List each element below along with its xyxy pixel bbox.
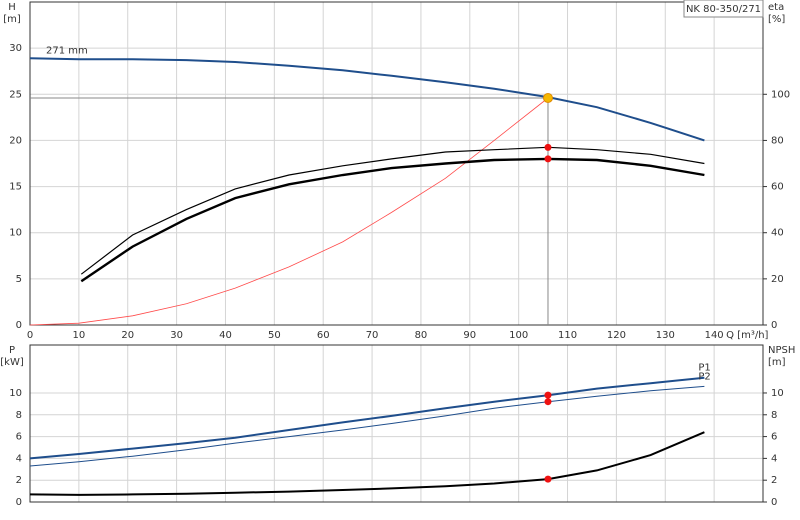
y2-tick-label: 80 (771, 135, 784, 146)
y2-tick-label: 8 (771, 410, 777, 421)
y2-tick-label: 4 (771, 453, 777, 464)
y-tick-label: 10 (9, 388, 22, 399)
y-tick-label: 2 (16, 475, 22, 486)
curve (29, 97, 549, 326)
y-tick-label: 5 (16, 274, 22, 285)
duty-point (544, 155, 552, 163)
x-tick-label: 110 (558, 330, 577, 341)
x-tick-label: 70 (366, 330, 379, 341)
y2-axis-unit: [%] (768, 14, 785, 25)
x-tick-label: 10 (72, 330, 85, 341)
plot-area (30, 2, 763, 325)
chart-title: NK 80-350/271 (686, 4, 761, 15)
y2-axis-label: eta (768, 2, 784, 13)
y2-tick-label: 60 (771, 182, 784, 193)
y-tick-label: 6 (16, 432, 22, 443)
y-tick-label: 25 (9, 89, 22, 100)
x-tick-label: 50 (268, 330, 281, 341)
duty-point (544, 475, 552, 483)
y-tick-label: 4 (16, 453, 22, 464)
x-tick-label: 20 (121, 330, 134, 341)
series-label: P2 (698, 371, 710, 382)
y2-axis-label: NPSH (768, 345, 795, 356)
y2-tick-label: 6 (771, 432, 777, 443)
curve (29, 376, 705, 460)
duty-point (542, 92, 553, 103)
y-tick-label: 0 (16, 320, 22, 331)
plot-frame (29, 344, 764, 503)
y-tick-label: 30 (9, 43, 22, 54)
curve (80, 146, 705, 275)
duty-point (544, 391, 552, 399)
series-label: P1 (698, 363, 710, 374)
y-axis-unit: [m] (3, 14, 21, 25)
y-tick-label: 20 (9, 135, 22, 146)
y2-tick-label: 0 (771, 320, 777, 331)
x-tick-label: 60 (317, 330, 330, 341)
x-tick-label: 30 (170, 330, 183, 341)
curve (80, 157, 705, 283)
plot-area (30, 345, 763, 502)
y2-tick-label: 20 (771, 274, 784, 285)
y-tick-label: 0 (16, 497, 22, 508)
y-tick-label: 8 (16, 410, 22, 421)
x-tick-label: 140 (705, 330, 724, 341)
y2-axis-unit: [m] (768, 357, 786, 368)
y-axis-unit: [kW] (0, 357, 24, 368)
y2-tick-label: 10 (771, 388, 784, 399)
y-tick-label: 10 (9, 228, 22, 239)
series-label: 271 mm (46, 45, 88, 56)
x-tick-label: 0 (27, 330, 33, 341)
plot-frame (29, 1, 764, 326)
curve (29, 431, 705, 496)
y2-tick-label: 0 (771, 497, 777, 508)
x-tick-label: 80 (415, 330, 428, 341)
x-tick-label: 40 (219, 330, 232, 341)
curve (29, 385, 705, 467)
y-tick-label: 15 (9, 182, 22, 193)
y2-tick-label: 40 (771, 228, 784, 239)
x-axis-label: Q [m³/h] (726, 330, 768, 341)
title-box (683, 0, 764, 18)
x-tick-label: 120 (607, 330, 626, 341)
duty-point (544, 143, 552, 151)
y-axis-label: H (8, 2, 16, 13)
duty-point (544, 398, 552, 406)
y2-tick-label: 2 (771, 475, 777, 486)
x-tick-label: 100 (509, 330, 528, 341)
x-tick-label: 90 (463, 330, 476, 341)
curve (29, 57, 705, 142)
x-tick-label: 130 (656, 330, 675, 341)
y-axis-label: P (9, 345, 15, 356)
y2-tick-label: 100 (771, 89, 790, 100)
